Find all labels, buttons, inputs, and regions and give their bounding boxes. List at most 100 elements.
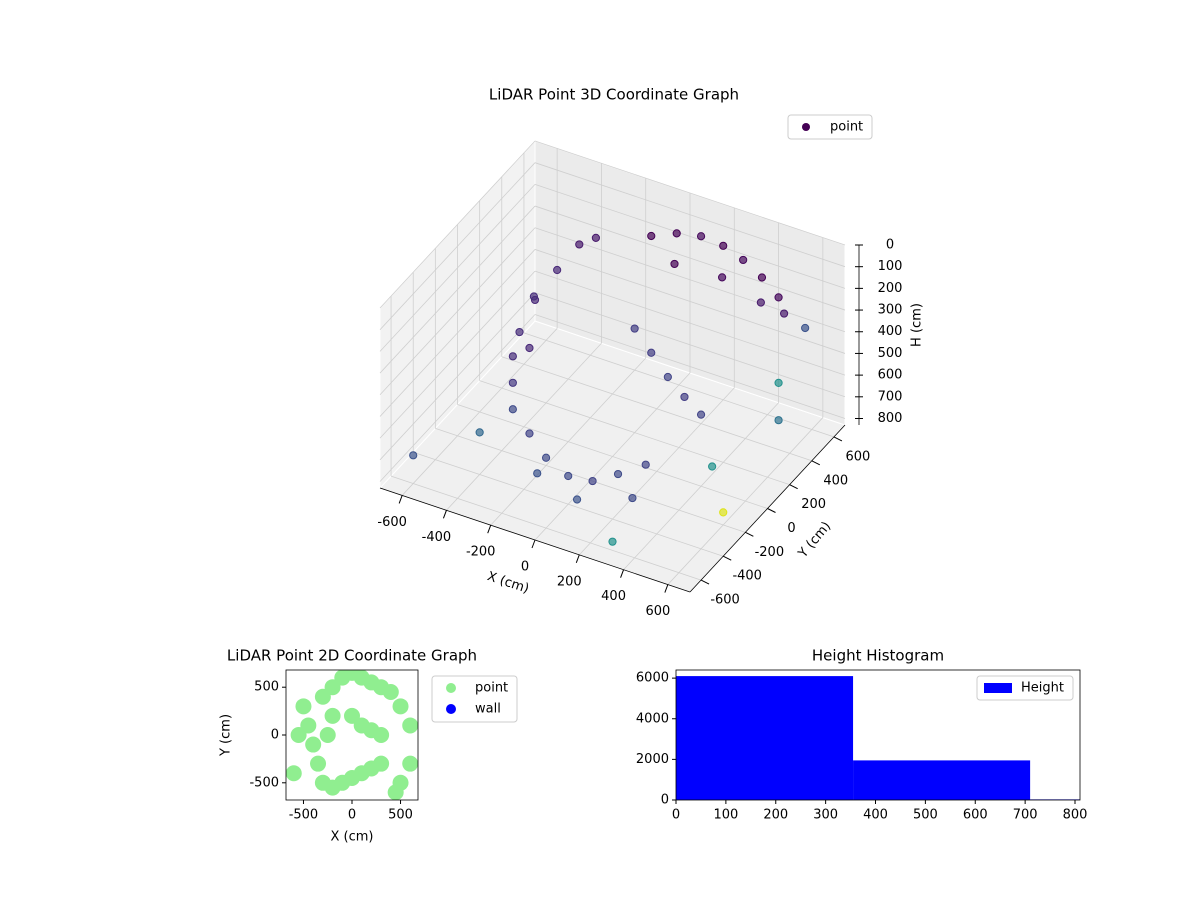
z-tick-label: 700: [878, 389, 903, 404]
data-point: [780, 309, 789, 318]
legend-marker: [802, 123, 810, 131]
chart-title: Height Histogram: [812, 647, 944, 665]
grid-line: [534, 314, 846, 419]
data-point: [310, 755, 327, 772]
grid-line: [413, 451, 724, 557]
grid-line: [534, 292, 846, 398]
tick-mark: [767, 508, 776, 513]
bar: [676, 676, 854, 800]
x-tick-label: 200: [763, 808, 788, 823]
data-point: [613, 469, 623, 479]
tick-mark: [745, 531, 754, 537]
plot-frame: [675, 669, 1081, 801]
legend-marker: [446, 683, 456, 693]
tick-mark: [811, 460, 821, 466]
chart-title: LiDAR Point 2D Coordinate Graph: [227, 647, 477, 665]
x-tick-label: 800: [1063, 808, 1088, 823]
z-tick-label: 600: [878, 368, 903, 383]
grid-line: [379, 270, 536, 439]
grid-line: [379, 162, 536, 330]
y-tick-label: 400: [823, 473, 848, 488]
data-point: [475, 428, 484, 437]
data-point: [392, 698, 409, 715]
data-point: [290, 727, 307, 743]
y-tick-label: 0: [787, 521, 795, 536]
data-point: [641, 460, 650, 469]
tick-mark: [833, 436, 843, 442]
x-tick-label: 0: [672, 808, 680, 823]
x-axis-label: X (cm): [331, 830, 374, 845]
data-point: [575, 240, 584, 249]
y-tick-label: 0: [661, 793, 669, 808]
z-tick-label: 0: [886, 238, 894, 253]
z-tick-label: 300: [878, 303, 903, 318]
data-point: [373, 727, 390, 743]
data-point: [774, 378, 783, 387]
data-point: [756, 298, 765, 307]
data-point: [508, 378, 517, 387]
grid-line: [534, 270, 846, 376]
y-tick-label: 200: [801, 497, 826, 512]
x-tick-label: 100: [713, 808, 738, 823]
data-point: [588, 476, 597, 486]
data-point: [719, 241, 728, 250]
x-tick-label: 500: [913, 808, 938, 823]
z-axis-label: H (cm): [910, 303, 925, 347]
y-tick-label: 0: [271, 728, 279, 743]
y-tick-label: 600: [846, 449, 871, 464]
x-tick-label: 500: [388, 808, 413, 823]
grid-line: [379, 184, 536, 352]
bar: [853, 760, 1031, 800]
grid-line: [379, 249, 536, 417]
data-point: [373, 755, 390, 772]
data-point: [508, 405, 517, 414]
data-point: [525, 343, 534, 353]
data-point: [402, 717, 418, 734]
grid-line: [534, 205, 846, 311]
data-point: [774, 293, 783, 302]
legend-label: Height: [1021, 681, 1064, 696]
x-tick-label: 0: [348, 808, 356, 823]
y-axis-label: Y (cm): [795, 519, 834, 562]
tick-mark: [398, 495, 403, 504]
grid-line: [534, 162, 846, 268]
data-point: [324, 707, 341, 724]
z-tick-label: 800: [878, 411, 903, 426]
y-tick-label: -600: [710, 593, 740, 608]
data-point: [672, 229, 681, 238]
x-tick-label: 200: [557, 574, 582, 589]
legend-label: point: [475, 681, 508, 696]
legend-box: [976, 675, 1074, 701]
data-point: [647, 231, 656, 241]
tick-mark: [487, 524, 492, 534]
grid-line: [534, 249, 846, 354]
x-tick-label: 300: [813, 808, 838, 823]
data-point: [387, 784, 404, 800]
data-point: [801, 323, 810, 333]
tick-mark: [664, 584, 669, 593]
legend-label: wall: [475, 702, 501, 717]
x-tick-label: -500: [289, 808, 319, 823]
data-point: [402, 755, 418, 772]
x-axis-line: [379, 487, 691, 593]
data-point: [591, 233, 600, 242]
data-point: [719, 508, 728, 517]
z-tick-label: 100: [878, 259, 903, 274]
y-tick-label: -200: [755, 545, 785, 560]
grid-line: [379, 140, 536, 309]
grid-line: [457, 404, 768, 509]
x-tick-label: 600: [963, 808, 988, 823]
legend-marker: [446, 704, 456, 714]
grid-line: [390, 475, 702, 581]
y-tick-label: 4000: [636, 711, 669, 726]
x-tick-label: 600: [645, 604, 670, 619]
x-tick-label: 400: [601, 589, 626, 604]
tick-mark: [531, 539, 536, 549]
data-point: [708, 462, 717, 471]
x-tick-label: 700: [1013, 808, 1038, 823]
data-point: [564, 471, 573, 481]
legend-box: [787, 114, 873, 140]
x-tick-label: 400: [863, 808, 888, 823]
data-point: [541, 453, 551, 462]
data-point: [608, 537, 617, 546]
